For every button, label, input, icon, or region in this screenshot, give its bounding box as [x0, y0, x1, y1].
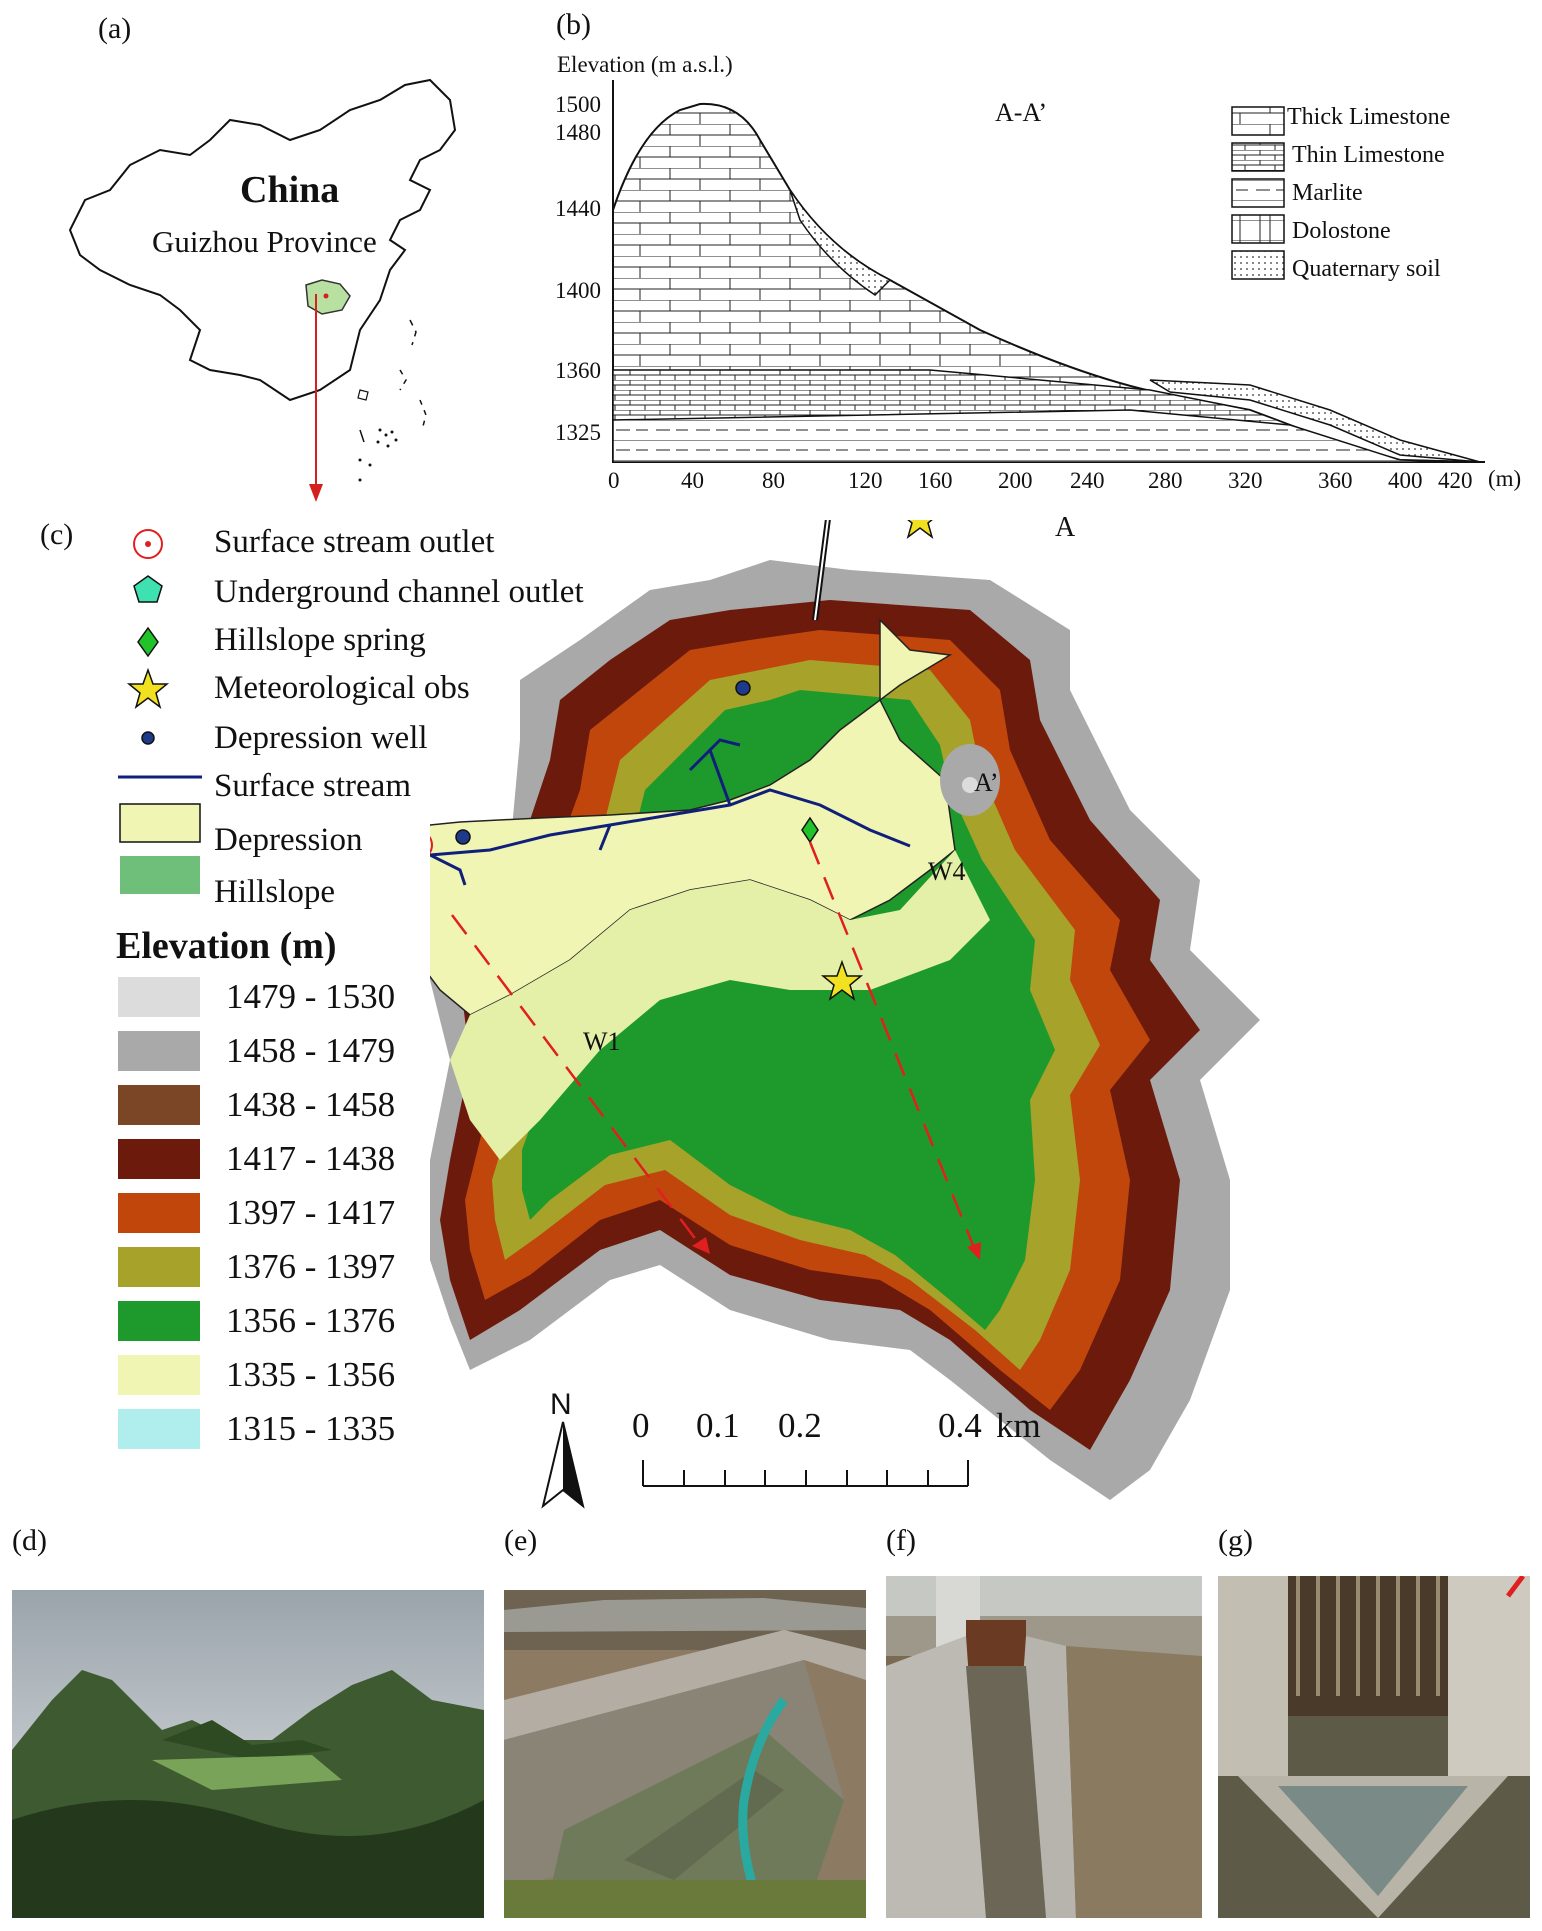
photo-landscape: [12, 1590, 484, 1918]
y-tick-1440: 1440: [555, 196, 601, 221]
elevation-swatch: [118, 1409, 200, 1449]
legend-depression-well: Depression well: [214, 720, 428, 756]
cross-section-chart: [612, 80, 1485, 463]
x-tick-160: 160: [918, 468, 953, 493]
legend-hillslope: Hillslope: [214, 874, 335, 910]
photo-weir: [1218, 1576, 1530, 1918]
elevation-class-label: 1397 - 1417: [226, 1193, 396, 1232]
section-title: A-A’: [995, 98, 1047, 127]
elevation-class-label: 1376 - 1397: [226, 1247, 396, 1286]
lithology-thick-limestone: Thick Limestone: [1287, 104, 1451, 130]
lithology-marlite: Marlite: [1292, 180, 1363, 206]
x-tick-280: 280: [1148, 468, 1183, 493]
legend-meteorological-obs: Meteorological obs: [214, 670, 470, 706]
china-outline-map: [68, 78, 457, 482]
legend-hillslope-spring: Hillslope spring: [214, 622, 426, 658]
legend-underground-channel-outlet: Underground channel outlet: [214, 574, 584, 610]
elevation-swatch: [118, 1085, 200, 1125]
province-name: Guizhou Province: [152, 224, 377, 259]
elevation-class-4: 1417 - 1438: [118, 1136, 395, 1182]
legend-surface-stream-outlet: Surface stream outlet: [214, 524, 495, 560]
scale-label-0.4: 0.4: [938, 1406, 982, 1445]
hillslope-spring-icon: [137, 626, 159, 658]
panel-label-b: (b): [556, 8, 591, 41]
elevation-legend-title: Elevation (m): [116, 925, 337, 967]
depression-swatch: [119, 803, 201, 843]
elevation-class-5: 1397 - 1417: [118, 1190, 395, 1236]
panel-label-c: (c): [40, 518, 74, 551]
elevation-class-2: 1458 - 1479: [118, 1028, 395, 1074]
elevation-class-3: 1438 - 1458: [118, 1082, 395, 1128]
scale-label-0: 0: [632, 1406, 650, 1445]
panel-label-f: (f): [886, 1524, 916, 1557]
section-y-axis-label: Elevation (m a.s.l.): [557, 52, 733, 77]
well-label-w4: W4: [928, 857, 966, 886]
north-label: N: [550, 1388, 572, 1421]
elevation-swatch: [118, 1247, 200, 1287]
scale-label-0.1: 0.1: [696, 1406, 740, 1445]
well-label-w1: W1: [583, 1027, 621, 1056]
symbol-legend-icons: [118, 529, 202, 894]
x-tick-80: 80: [762, 468, 785, 493]
x-tick-320: 320: [1228, 468, 1263, 493]
lithology-dolostone: Dolostone: [1292, 218, 1391, 244]
elevation-class-label: 1315 - 1335: [226, 1409, 396, 1448]
elevation-class-label: 1335 - 1356: [226, 1355, 396, 1394]
locator-arrow: [309, 294, 323, 502]
scale-unit: km: [996, 1406, 1041, 1445]
depression-well-icon: [141, 731, 155, 745]
panel-label-d: (d): [12, 1524, 47, 1557]
y-tick-1400: 1400: [555, 278, 601, 303]
elevation-class-label: 1417 - 1438: [226, 1139, 396, 1178]
elevation-swatch: [118, 1031, 200, 1071]
elevation-class-9: 1315 - 1335: [118, 1406, 395, 1452]
north-arrow-icon: [541, 1421, 585, 1509]
legend-depression: Depression: [214, 822, 363, 858]
y-tick-1360: 1360: [555, 358, 601, 383]
elevation-class-8: 1335 - 1356: [118, 1352, 395, 1398]
surface-stream-outlet-icon: [133, 529, 163, 559]
country-name: China: [240, 169, 340, 211]
elevation-swatch: [118, 1193, 200, 1233]
meteorological-star-icon: [126, 667, 170, 709]
elevation-class-label: 1479 - 1530: [226, 977, 396, 1016]
scale-label-0.2: 0.2: [778, 1406, 822, 1445]
y-tick-1325: 1325: [555, 420, 601, 445]
panel-label-e: (e): [504, 1524, 538, 1557]
section-point-a-prime: A’: [974, 768, 999, 797]
panel-label-a: (a): [98, 12, 132, 45]
catchment-elevation-map: [430, 520, 1260, 1500]
x-tick-360: 360: [1318, 468, 1353, 493]
elevation-swatch: [118, 977, 200, 1017]
scale-bar: [642, 1460, 969, 1487]
photo-surface-stream-outlet: [504, 1590, 866, 1918]
elevation-class-7: 1356 - 1376: [118, 1298, 395, 1344]
elevation-class-label: 1438 - 1458: [226, 1085, 396, 1124]
elevation-class-label: 1458 - 1479: [226, 1031, 396, 1070]
x-tick-240: 240: [1070, 468, 1105, 493]
elevation-class-6: 1376 - 1397: [118, 1244, 395, 1290]
hillslope-swatch: [120, 856, 200, 894]
x-tick-200: 200: [998, 468, 1033, 493]
elevation-swatch: [118, 1355, 200, 1395]
x-tick-400: 400: [1388, 468, 1423, 493]
lithology-thin-limestone: Thin Limestone: [1292, 142, 1445, 168]
y-tick-1480: 1480: [555, 120, 601, 145]
x-tick-420: 420: [1438, 468, 1473, 493]
elevation-swatch: [118, 1139, 200, 1179]
x-tick-120: 120: [848, 468, 883, 493]
panel-label-g: (g): [1218, 1524, 1253, 1557]
lithology-quaternary-soil: Quaternary soil: [1292, 256, 1441, 282]
x-tick-40: 40: [681, 468, 704, 493]
elevation-class-label: 1356 - 1376: [226, 1301, 396, 1340]
y-tick-1500: 1500: [555, 92, 601, 117]
section-point-a: A: [1055, 512, 1076, 543]
elevation-swatch: [118, 1301, 200, 1341]
x-axis-unit: (m): [1488, 466, 1522, 491]
x-tick-0: 0: [608, 468, 620, 493]
underground-outlet-icon: [133, 575, 163, 603]
photo-underground-channel-outlet: [886, 1576, 1202, 1918]
legend-surface-stream: Surface stream: [214, 768, 411, 804]
elevation-class-1: 1479 - 1530: [118, 974, 395, 1020]
